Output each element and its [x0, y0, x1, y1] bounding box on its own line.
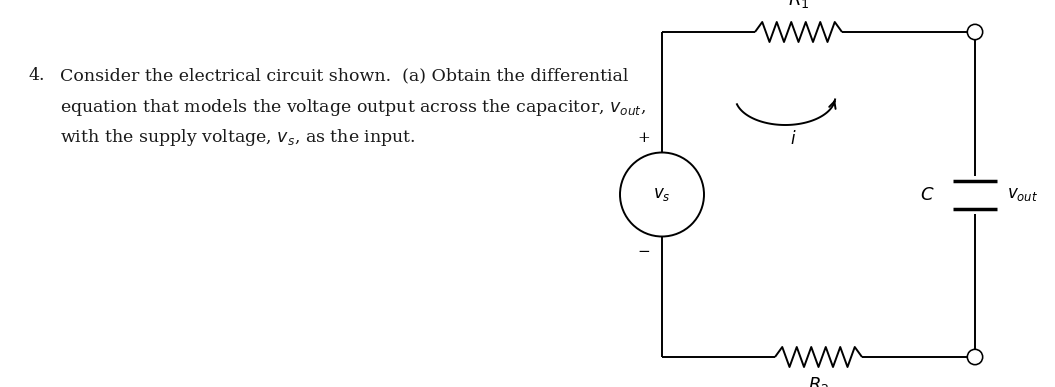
Text: 4.: 4.	[28, 67, 44, 84]
Text: −: −	[637, 245, 650, 259]
Text: +: +	[637, 130, 650, 144]
Circle shape	[968, 26, 981, 38]
Text: $i$: $i$	[790, 130, 797, 148]
Text: equation that models the voltage output across the capacitor, $v_{out}$,: equation that models the voltage output …	[60, 97, 646, 118]
Text: $R_1$: $R_1$	[788, 0, 809, 10]
Text: $v_{out}$: $v_{out}$	[1008, 186, 1038, 203]
Circle shape	[967, 24, 982, 39]
Text: $v_s$: $v_s$	[653, 186, 671, 203]
Circle shape	[967, 349, 982, 365]
Circle shape	[968, 351, 981, 363]
Text: $C$: $C$	[920, 185, 935, 204]
Text: $R_2$: $R_2$	[808, 375, 829, 387]
Text: Consider the electrical circuit shown.  (a) Obtain the differential: Consider the electrical circuit shown. (…	[60, 67, 629, 84]
Text: with the supply voltage, $v_s$, as the input.: with the supply voltage, $v_s$, as the i…	[60, 127, 416, 148]
